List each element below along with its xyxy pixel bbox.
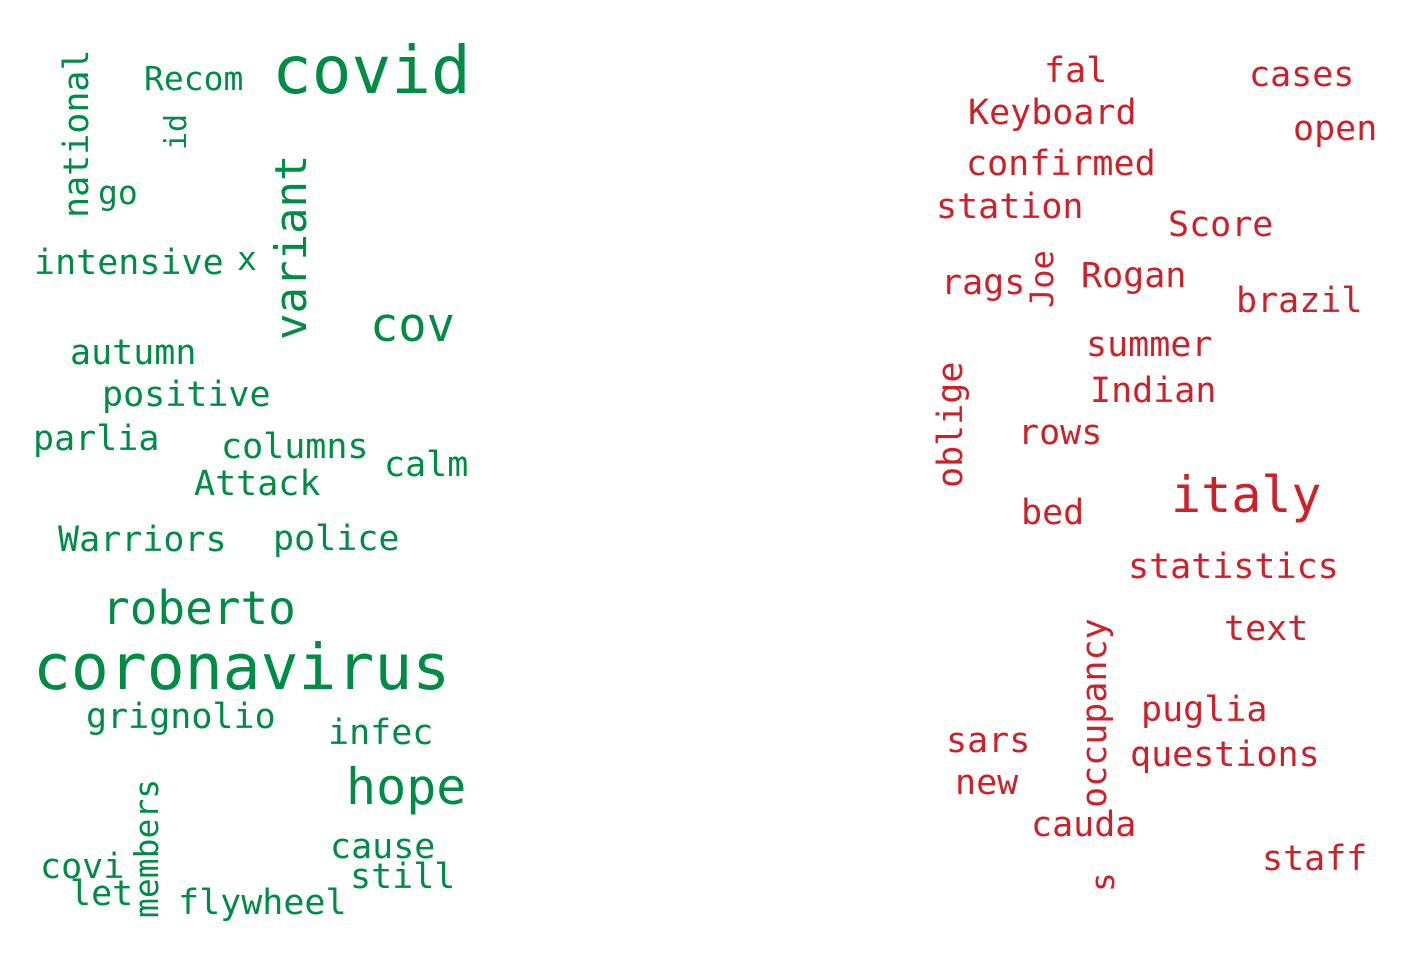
word-covi: covi bbox=[40, 847, 125, 887]
word-rogan: Rogan bbox=[1081, 256, 1187, 296]
word-joe: Joe bbox=[1023, 250, 1061, 308]
word-grignolio: grignolio bbox=[86, 697, 276, 737]
word-brazil: brazil bbox=[1236, 281, 1363, 321]
word-variant: variant bbox=[266, 154, 317, 340]
word-still: still bbox=[350, 857, 456, 897]
word-warriors: Warriors bbox=[58, 520, 227, 560]
word-calm: calm bbox=[384, 445, 469, 485]
word-cov: cov bbox=[370, 298, 455, 353]
word-italy: italy bbox=[1171, 466, 1322, 524]
word-bed: bed bbox=[1021, 493, 1085, 533]
word-staff: staff bbox=[1262, 839, 1368, 879]
word-x: x bbox=[237, 239, 257, 278]
word-text: text bbox=[1224, 609, 1309, 649]
word-intensive: intensive bbox=[34, 243, 224, 283]
word-autumn: autumn bbox=[70, 333, 197, 373]
word-oblige: oblige bbox=[931, 361, 971, 488]
word-cloud-green: covid Recom national id go variant intensive x c… bbox=[0, 0, 560, 966]
word-covid: covid bbox=[272, 32, 471, 109]
word-occupancy: occupancy bbox=[1075, 618, 1115, 808]
word-cauda: cauda bbox=[1031, 805, 1137, 845]
word-confirmed: confirmed bbox=[966, 144, 1156, 184]
word-statistics: statistics bbox=[1128, 547, 1339, 587]
word-attack: Attack bbox=[194, 464, 321, 504]
word-open: open bbox=[1293, 109, 1378, 149]
word-sars: sars bbox=[946, 721, 1031, 761]
word-indian: Indian bbox=[1090, 371, 1217, 411]
word-cause: cause bbox=[330, 827, 436, 867]
word-positive: positive bbox=[102, 375, 271, 415]
word-rags: rags bbox=[941, 263, 1026, 303]
word-puglia: puglia bbox=[1141, 690, 1268, 730]
word-new: new bbox=[955, 763, 1019, 803]
word-police: police bbox=[273, 519, 400, 559]
word-columns: columns bbox=[221, 427, 369, 467]
word-id: id bbox=[159, 113, 194, 150]
word-go: go bbox=[98, 173, 138, 212]
word-s: s bbox=[1083, 872, 1122, 892]
word-let: let bbox=[70, 874, 134, 914]
word-parlia: parlia bbox=[33, 419, 160, 459]
word-hope: hope bbox=[346, 758, 467, 816]
word-score: Score bbox=[1168, 205, 1274, 245]
word-questions: questions bbox=[1130, 735, 1320, 775]
word-fal: fal bbox=[1044, 51, 1108, 91]
word-members: members bbox=[127, 778, 166, 918]
word-keyboard: Keyboard bbox=[968, 93, 1137, 133]
word-station: station bbox=[936, 187, 1084, 227]
word-rows: rows bbox=[1018, 413, 1103, 453]
word-flywheel: flywheel bbox=[178, 883, 347, 923]
word-infec: infec bbox=[328, 713, 434, 753]
word-cloud-red: fal cases Keyboard open confirmed station Scor… bbox=[900, 0, 1419, 966]
word-national: national bbox=[57, 49, 97, 218]
word-roberto: roberto bbox=[102, 581, 296, 635]
word-cases: cases bbox=[1249, 55, 1355, 95]
word-coronavirus: coronavirus bbox=[33, 631, 451, 704]
word-summer: summer bbox=[1086, 325, 1213, 365]
word-recom: Recom bbox=[144, 59, 244, 98]
